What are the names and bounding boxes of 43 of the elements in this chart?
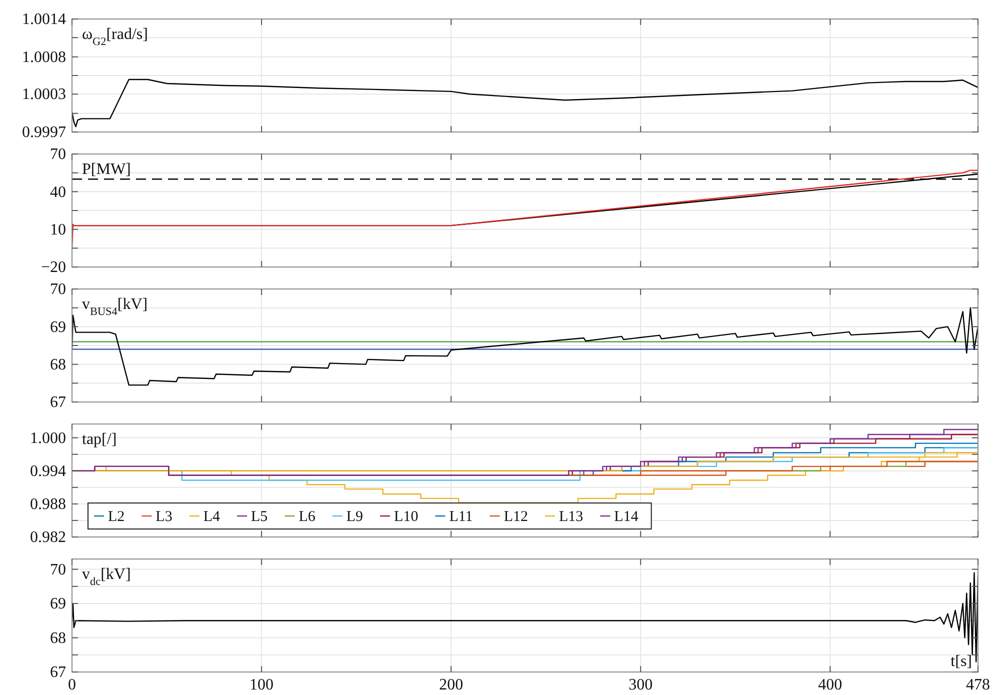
y-tick-label: 1.0008 [22,49,66,66]
legend-label: L11 [449,509,473,525]
legend-label: L13 [558,509,584,525]
legend-label: L10 [394,509,418,525]
y-tick-label: 1.0014 [22,11,66,28]
legend-label: L2 [108,509,125,525]
y-tick-label: 67 [50,394,66,412]
y-axis-title: v$_{dc}$[kV] [82,566,131,588]
legend-label: L3 [156,509,172,525]
y-axis-title: tap[/] [82,431,117,448]
y-axis-title: v$_{BUS4}$[kV] [82,296,148,318]
y-tick-label: 70 [50,146,66,164]
y-tick-label: 0.994 [30,462,66,480]
legend-label: L14 [614,509,639,525]
legend-label: L12 [504,509,528,525]
legend-label: L4 [203,509,221,525]
y-tick-label: 68 [50,356,66,374]
y-axis-title: ω$_{G2}$[rad/s] [82,26,148,48]
x-tick-label: 478 [966,676,990,694]
y-tick-label: 0.9997 [22,124,66,142]
x-tick-label: 300 [628,676,653,694]
y-tick-label: 40 [50,184,66,201]
x-tick-label: 200 [439,676,464,694]
y-tick-label: 67 [50,664,66,682]
y-tick-label: 10 [50,221,66,238]
y-tick-label: 68 [50,630,66,647]
y-tick-label: 1.0003 [22,86,66,104]
x-tick-label: 0 [68,676,76,694]
x-axis-title: t[s] [950,653,972,670]
y-tick-label: 70 [50,281,66,298]
y-tick-label: −20 [40,259,66,276]
y-axis-title: P[MW] [82,161,131,178]
legend-label: L6 [298,509,316,525]
y-tick-label: 1.000 [30,430,66,447]
y-tick-label: 70 [50,561,66,578]
y-tick-label: 0.988 [30,496,66,514]
x-tick-label: 100 [250,676,274,694]
legend-label: L9 [346,509,364,525]
legend-label: L5 [251,509,268,525]
y-tick-label: 0.982 [30,529,66,546]
x-tick-label: 400 [818,676,842,694]
y-tick-label: 69 [50,596,66,613]
y-tick-label: 69 [50,318,66,336]
